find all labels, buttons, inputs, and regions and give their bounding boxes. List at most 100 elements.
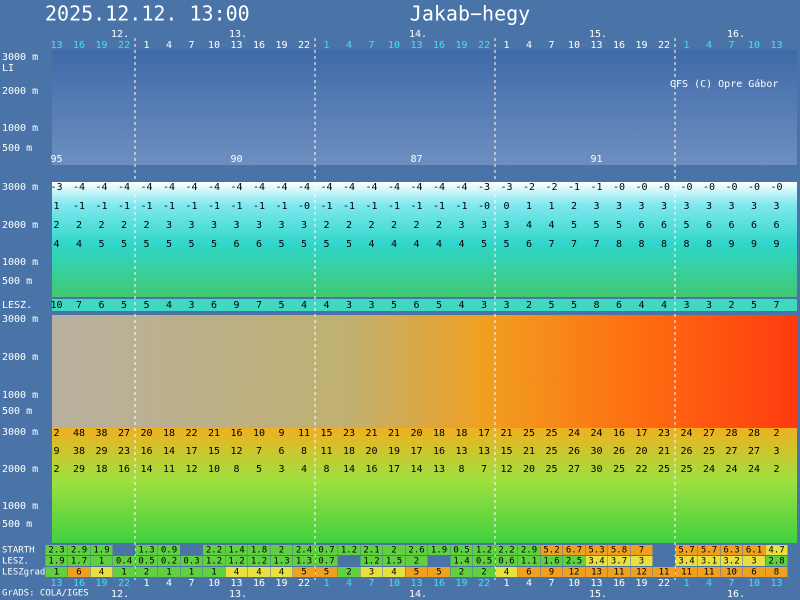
hour-label: 10 [388, 40, 400, 51]
cell [45, 556, 68, 566]
cell-value: -4 [433, 182, 445, 193]
cell [248, 556, 270, 566]
cell-value: 8 [683, 239, 689, 250]
hour-label: 10 [568, 40, 580, 51]
lesz-value: 3 [683, 300, 689, 311]
cell-value: 2 [53, 428, 59, 439]
cell-value: 19 [388, 446, 400, 457]
cell [765, 556, 788, 566]
cell-value: 1 [121, 568, 126, 578]
cell-value: 16 [365, 464, 377, 475]
cell-value: 5.7 [701, 546, 717, 556]
cell-value: 12 [636, 568, 647, 578]
cell [518, 567, 540, 577]
cell-value: -4 [185, 182, 197, 193]
lesz-value: 6 [413, 300, 419, 311]
cell-value: 10 [253, 428, 265, 439]
cell-value: 1.3 [273, 557, 289, 567]
cell [518, 545, 540, 555]
cell-value: 12 [569, 568, 580, 578]
cell-value: 27 [118, 428, 130, 439]
cell [405, 545, 428, 555]
hour-label: 4 [706, 40, 712, 51]
cell-value: 1.2 [341, 546, 357, 556]
cell-value: -1 [343, 201, 355, 212]
cell-value: 22 [185, 428, 197, 439]
cell-value: 5.7 [678, 546, 694, 556]
hour-label: 13 [50, 578, 62, 589]
cell-value: 1.2 [363, 557, 379, 567]
cell-value: 21 [388, 428, 400, 439]
altitude-label: 1000 m [2, 501, 38, 512]
cell-value: 0.5 [476, 557, 492, 567]
cell-value: 4 [526, 220, 532, 231]
cell-value: 14 [140, 464, 152, 475]
cell-value: -1 [455, 201, 467, 212]
hour-label: 7 [368, 40, 374, 51]
cell-value: 0.6 [498, 557, 514, 567]
cell-value: 1.1 [521, 557, 537, 567]
cell-value: 0.7 [318, 546, 334, 556]
cell [315, 545, 338, 555]
cell-value: 11 [298, 428, 310, 439]
altitude-label: LI [2, 63, 14, 74]
hour-label: 7 [188, 40, 194, 51]
cell-value: 25 [545, 446, 557, 457]
cell [495, 556, 518, 566]
cell [450, 545, 473, 555]
day-label: 14. [409, 29, 427, 40]
cell-value: -1 [275, 201, 287, 212]
cell-value: 38 [73, 446, 85, 457]
cell-value: 5 [324, 568, 329, 578]
cell-value: 25 [545, 428, 557, 439]
cell-value: -4 [298, 182, 310, 193]
cell-value: 1.4 [453, 557, 469, 567]
cell-value: 5 [301, 239, 307, 250]
cell [405, 556, 428, 566]
cell-value: 5 [256, 464, 262, 475]
hour-label: 13 [770, 578, 782, 589]
cell-value: 21 [365, 428, 377, 439]
cell-value: 30 [590, 446, 602, 457]
cell-value: 2 [571, 201, 577, 212]
cell-value: 2.9 [71, 546, 87, 556]
cell-value: 5.2 [543, 546, 559, 556]
lesz-value: 4 [166, 300, 172, 311]
hour-label: 19 [635, 578, 647, 589]
cell-value: 0.9 [161, 546, 177, 556]
cell [630, 556, 653, 566]
cell-value: 2 [98, 220, 104, 231]
cell-value: 1 [166, 568, 171, 578]
day-label: 13. [229, 29, 247, 40]
cell-value: 2.6 [408, 546, 424, 556]
cell-value: -0 [725, 182, 737, 193]
cell-value: 16 [118, 464, 130, 475]
cell-value: 1.7 [71, 557, 87, 567]
cell-value: 0.5 [138, 557, 154, 567]
cell [248, 567, 270, 577]
cell-value: -3 [500, 182, 512, 193]
cell [45, 567, 68, 577]
cell [653, 567, 675, 577]
cell-value: 1.2 [206, 557, 222, 567]
cell-value: 15 [208, 446, 220, 457]
cell-value: 2 [368, 220, 374, 231]
cell-value: 4 [391, 239, 397, 250]
cell [720, 556, 743, 566]
cell-value: 21 [658, 446, 670, 457]
cell-value: 2 [346, 568, 351, 578]
cell-value: 5 [278, 239, 284, 250]
cell [540, 556, 563, 566]
cell [158, 556, 180, 566]
thermal-panel [52, 428, 797, 543]
cell-value: 4 [256, 568, 261, 578]
cell-value: 4 [53, 239, 59, 250]
cell-value: 6.1 [746, 546, 762, 556]
hour-label: 13 [770, 40, 782, 51]
day-label: 15. [589, 589, 607, 600]
cell-value: 1.9 [431, 546, 447, 556]
cell-value: -1 [590, 182, 602, 193]
cell-value: 13 [433, 464, 445, 475]
lesz-value: 3 [481, 300, 487, 311]
cell-value: 5 [188, 239, 194, 250]
